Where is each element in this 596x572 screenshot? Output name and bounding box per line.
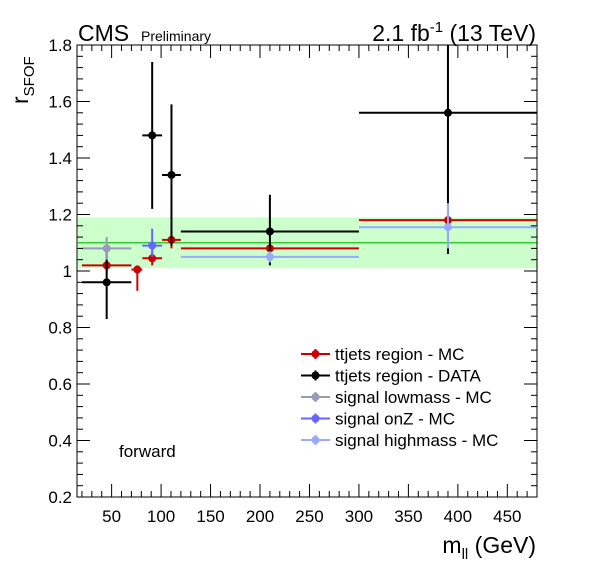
legend-marker — [311, 393, 320, 401]
legend-entry: signal onZ - MC — [301, 410, 455, 429]
data-point — [358, 203, 537, 249]
legend-marker — [311, 414, 320, 423]
x-axis-title-main: m — [442, 532, 461, 558]
legend-marker — [311, 371, 320, 380]
y-axis-title-main: r — [7, 96, 33, 104]
x-tick-label: 200 — [246, 507, 274, 526]
point-marker — [133, 265, 142, 274]
point-marker — [102, 278, 111, 287]
legend-entry: signal highmass - MC — [301, 431, 498, 450]
point-marker — [102, 244, 111, 253]
legend-entry: ttjets region - DATA — [301, 367, 481, 386]
experiment-label: CMS — [78, 20, 129, 46]
series-1 — [81, 45, 537, 320]
point-marker — [167, 170, 176, 179]
series-3 — [142, 228, 163, 257]
lumi-label: 2.1 fb-1 (13 TeV) — [372, 19, 536, 46]
data-point — [81, 237, 132, 260]
legend-marker — [311, 350, 320, 358]
y-tick-label: 1.2 — [48, 206, 72, 225]
x-axis-title-unit: (GeV) — [475, 532, 536, 558]
status-label: Preliminary — [141, 28, 211, 44]
y-tick-label: 0.8 — [48, 319, 72, 338]
legend-label: signal onZ - MC — [335, 410, 455, 429]
series-4 — [180, 203, 537, 263]
y-tick-label: 1.4 — [48, 149, 72, 168]
legend-marker — [311, 436, 320, 444]
data-point — [162, 104, 181, 246]
legend-label: ttjets region - DATA — [335, 367, 481, 386]
series-2 — [81, 237, 132, 260]
y-tick-label: 1.6 — [48, 93, 72, 112]
y-tick-label: 0.6 — [48, 375, 72, 394]
x-tick-label: 250 — [295, 507, 323, 526]
y-axis-title: rSFOF — [7, 56, 38, 104]
data-point — [180, 251, 359, 263]
y-tick-label: 0.4 — [48, 432, 72, 451]
axes: 50 100 150 200 250 300 350 400 450 0.2 0.4 0.6 0.8 1 1… — [48, 36, 538, 526]
x-axis-title-sub: ll — [462, 546, 469, 563]
lumi-exponent: -1 — [430, 19, 443, 36]
data-point — [142, 61, 163, 209]
legend-label: signal highmass - MC — [335, 431, 498, 450]
point-marker — [443, 108, 452, 117]
point-marker — [443, 223, 452, 232]
reference-band — [78, 217, 537, 269]
legend-label: ttjets region - MC — [335, 345, 464, 364]
point-marker — [148, 254, 157, 263]
y-tick-label: 1.8 — [48, 36, 72, 55]
legend-label: signal lowmass - MC — [335, 388, 492, 407]
data-point — [142, 228, 163, 257]
point-marker — [265, 252, 274, 261]
x-tick-label: 150 — [196, 507, 224, 526]
y-axis-title-sub: SFOF — [21, 56, 38, 96]
data-point — [131, 265, 143, 291]
legend-entry: signal lowmass - MC — [301, 388, 492, 407]
x-tick-label: 300 — [345, 507, 373, 526]
x-tick-label: 50 — [102, 507, 121, 526]
x-axis-title: mll (GeV) — [442, 532, 536, 563]
point-marker — [148, 241, 157, 250]
region-annotation: forward — [119, 442, 176, 461]
x-tick-label: 100 — [147, 507, 175, 526]
data-series — [81, 45, 537, 320]
point-marker — [148, 131, 157, 140]
x-tick-label: 400 — [444, 507, 472, 526]
y-tick-label: 1 — [63, 262, 72, 281]
lumi-value: 2.1 fb — [372, 20, 430, 46]
legend: ttjets region - MC ttjets region - DATA si… — [301, 345, 498, 450]
x-tick-label: 450 — [493, 507, 521, 526]
y-tick-label: 0.2 — [48, 488, 72, 507]
point-marker — [265, 227, 274, 236]
legend-entry: ttjets region - MC — [301, 345, 464, 364]
x-tick-label: 350 — [394, 507, 422, 526]
energy-label: (13 TeV) — [449, 20, 536, 46]
